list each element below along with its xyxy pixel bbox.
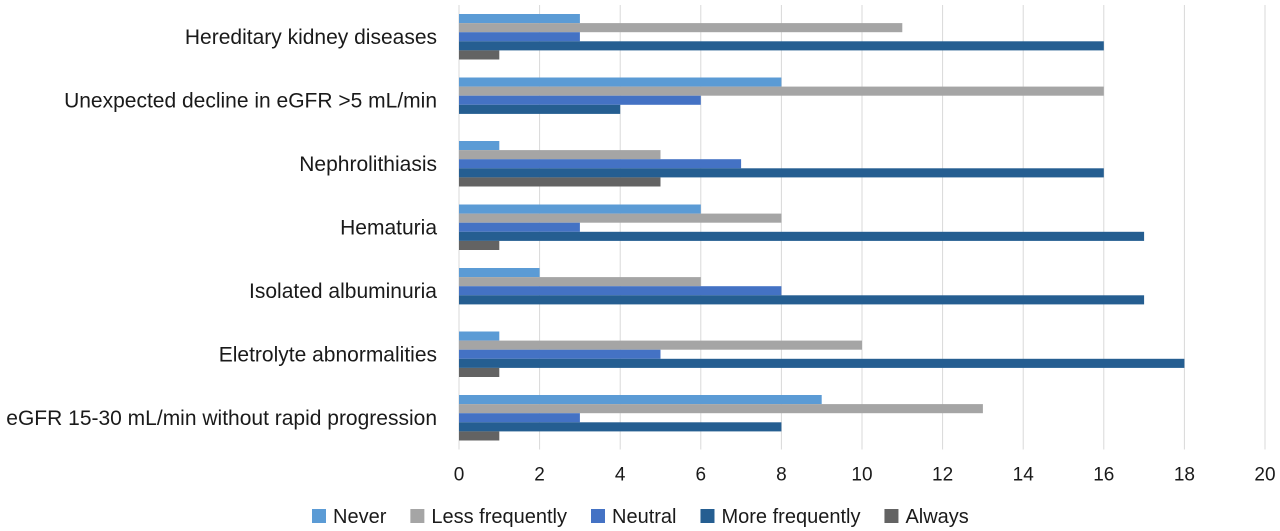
bar [459,340,862,350]
legend-swatch [410,509,425,523]
bar [459,104,621,114]
bar [459,422,782,432]
x-tick-label: 4 [615,465,626,486]
x-tick-label: 10 [851,465,872,486]
bar [459,268,540,278]
bar [459,41,1104,51]
bars [459,14,1185,441]
category-label: Eletrolyte abnormalities [219,343,437,366]
x-tick-label: 20 [1254,465,1275,486]
bar [459,413,580,423]
bar [459,77,782,87]
legend-swatch [700,509,715,523]
x-tick-label: 0 [454,465,465,486]
bar [459,168,1104,178]
bar [459,14,580,24]
legend: Never Less frequently Neutral More frequent… [312,506,969,528]
bar [459,150,661,160]
legend-label: Never [333,506,387,528]
legend-label: Always [905,506,968,528]
bar [459,23,903,33]
bar [459,177,661,187]
bar [459,95,701,105]
x-tick-label: 6 [696,465,707,486]
bar [459,159,742,169]
bar [459,32,580,42]
bar [459,240,500,250]
bar [459,286,782,296]
bar [459,358,1185,368]
category-label: Unexpected decline in eGFR >5 mL/min [64,89,437,112]
bar [459,204,701,214]
legend-swatch [884,509,899,523]
category-label: Isolated albuminuria [249,280,437,303]
bar [459,213,782,223]
legend-label: Neutral [612,506,676,528]
x-tick-label: 14 [1013,465,1035,486]
bar [459,331,500,341]
bar [459,295,1145,305]
legend-label: More frequently [721,506,860,528]
x-tick-label: 18 [1174,465,1195,486]
bar [459,231,1145,241]
legend-label: Less frequently [431,506,567,528]
x-tick-label: 16 [1093,465,1114,486]
category-label: Hereditary kidney diseases [185,26,437,49]
category-label: Nephrolithiasis [299,153,437,176]
bar [459,86,1104,96]
bar [459,277,701,287]
bar [459,431,500,441]
bar [459,141,500,151]
bar [459,404,983,414]
legend-swatch [591,509,605,523]
x-tick-label: 8 [776,465,787,486]
category-labels: Hereditary kidney diseases Unexpected dec… [6,26,437,430]
bar [459,367,500,377]
x-tick-labels: 0 2 4 6 8 10 12 14 16 18 20 [454,465,1276,486]
bar [459,349,661,359]
x-tick-label: 12 [932,465,953,486]
bar [459,395,822,405]
category-label: eGFR 15-30 mL/min without rapid progress… [6,407,437,430]
x-tick-label: 2 [534,465,545,486]
bar [459,222,580,232]
bar [459,50,500,60]
category-label: Hematuria [340,216,437,239]
legend-swatch [312,509,326,523]
